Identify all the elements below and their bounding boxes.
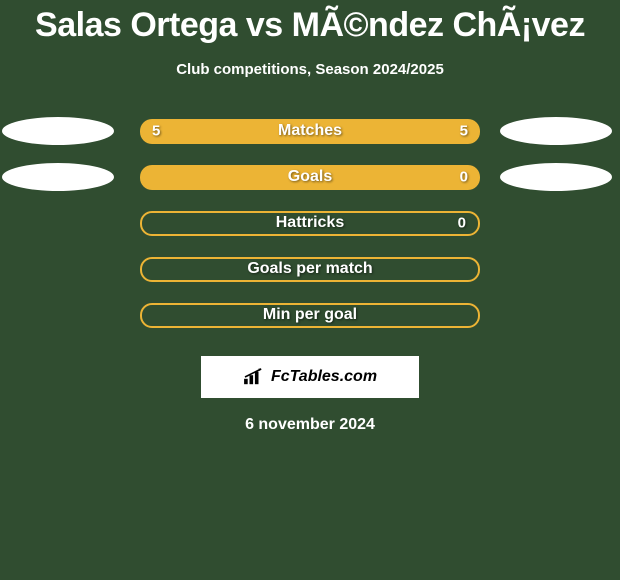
stat-label: Goals per match: [142, 260, 478, 278]
page-title: Salas Ortega vs MÃ©ndez ChÃ¡vez: [0, 0, 620, 45]
bar-track: 0Hattricks: [140, 211, 480, 236]
logo-text: FcTables.com: [271, 368, 377, 386]
bar-track: Min per goal: [140, 303, 480, 328]
right-ellipse: [500, 117, 612, 145]
date-label: 6 november 2024: [0, 416, 620, 434]
stat-row: 0Goals: [0, 154, 620, 200]
bar-chart-icon: [243, 368, 265, 386]
left-ellipse: [2, 117, 114, 145]
stat-label: Matches: [140, 122, 480, 140]
comparison-chart: 55Matches 0Goals 0Hattricks Goals per match…: [0, 108, 620, 338]
stat-row: 0Hattricks: [0, 200, 620, 246]
stat-label: Min per goal: [142, 306, 478, 324]
bar-track: 0Goals: [140, 165, 480, 190]
stat-label: Hattricks: [142, 214, 478, 232]
stat-label: Goals: [140, 168, 480, 186]
bar-track: 55Matches: [140, 119, 480, 144]
subtitle: Club competitions, Season 2024/2025: [0, 61, 620, 78]
attribution-logo: FcTables.com: [201, 356, 419, 398]
left-ellipse: [2, 163, 114, 191]
stat-row: 55Matches: [0, 108, 620, 154]
stat-row: Goals per match: [0, 246, 620, 292]
right-ellipse: [500, 163, 612, 191]
stat-row: Min per goal: [0, 292, 620, 338]
bar-track: Goals per match: [140, 257, 480, 282]
